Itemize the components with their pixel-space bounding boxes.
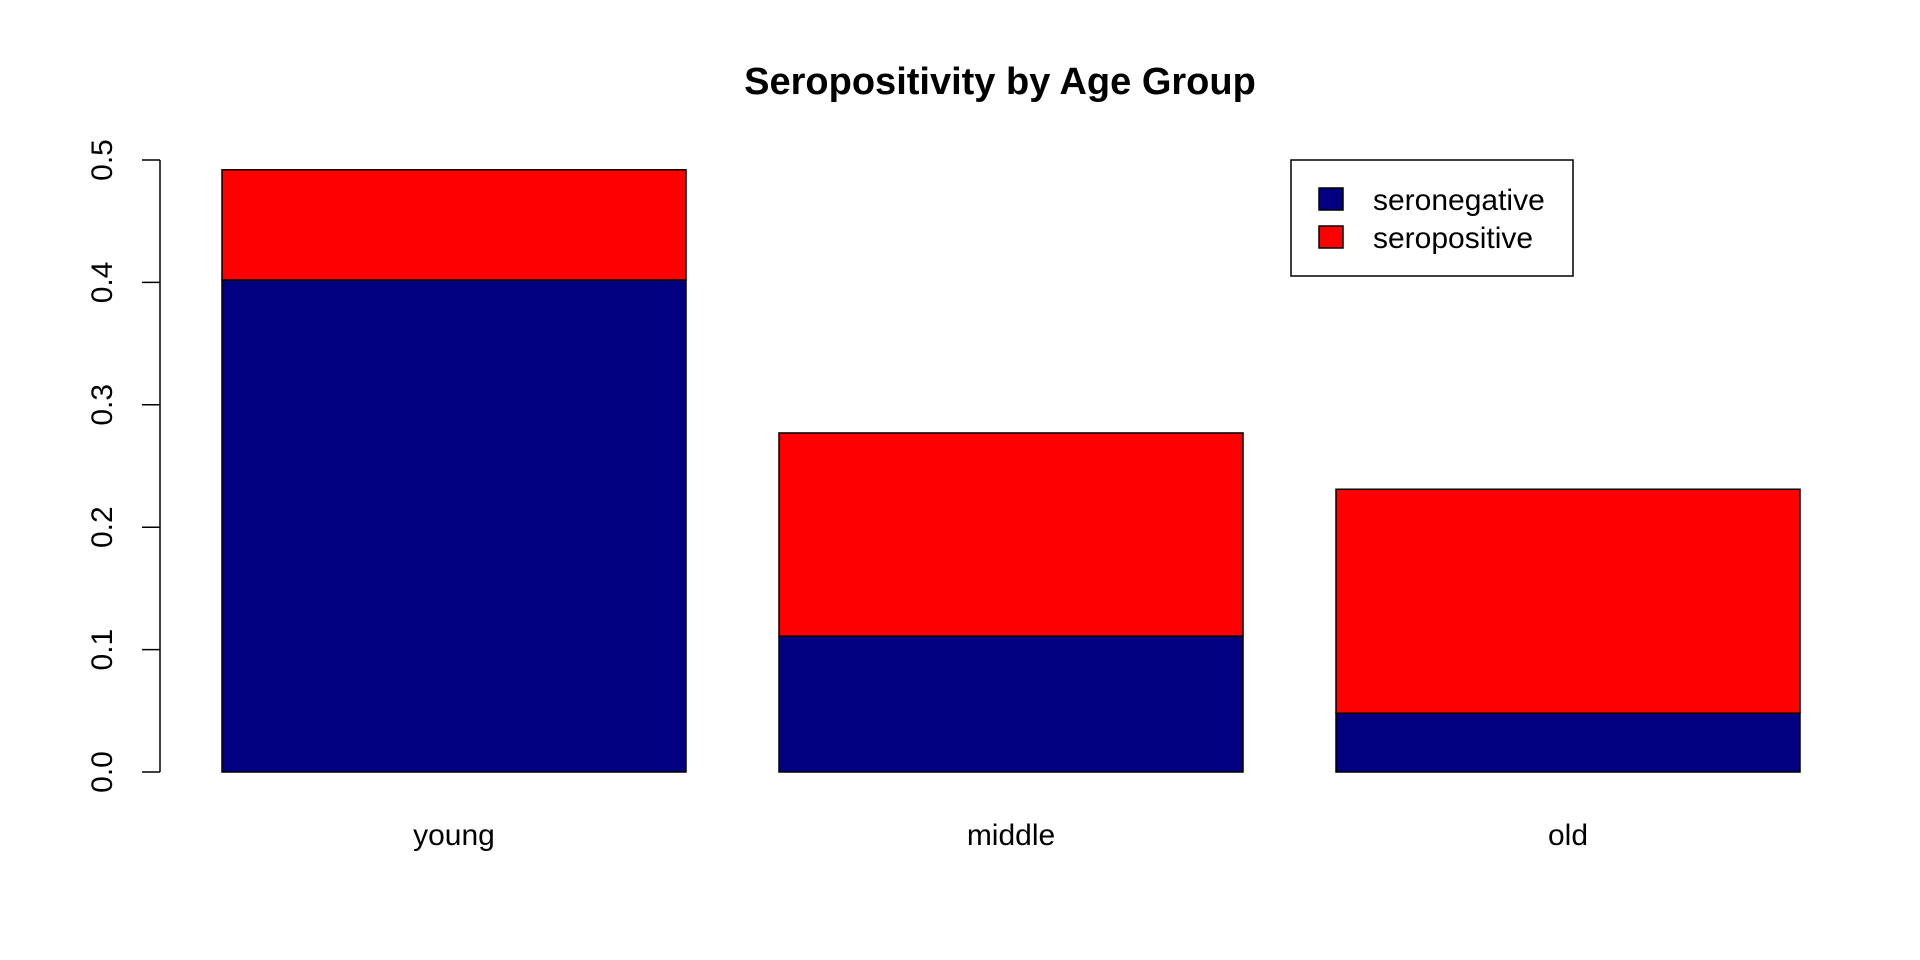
y-axis: 0.0 0.1 0.2 0.3 0.4 0.5 <box>86 139 161 793</box>
bar-segment-seronegative-old <box>1335 712 1801 773</box>
x-category-label-middle: middle <box>967 819 1055 852</box>
bar-segment-seropositive-old <box>1335 488 1801 714</box>
legend-swatch-seropositive <box>1318 225 1344 249</box>
legend-label-seropositive: seropositive <box>1373 222 1533 255</box>
y-tick-label: 0.0 <box>86 751 119 793</box>
bars-group <box>221 169 1801 773</box>
legend-label-seronegative: seronegative <box>1373 184 1545 217</box>
bar-segment-seronegative-middle <box>778 635 1244 773</box>
y-tick-label: 0.5 <box>86 139 119 181</box>
bar-segment-seropositive-middle <box>778 432 1244 637</box>
x-category-label-old: old <box>1548 819 1588 852</box>
y-tick-label: 0.1 <box>86 629 119 671</box>
y-tick-label: 0.4 <box>86 262 119 304</box>
legend: seronegative seropositive <box>1290 159 1574 277</box>
x-category-label-young: young <box>413 819 495 852</box>
x-axis-labels: young middle old <box>413 819 1588 852</box>
legend-box <box>1290 159 1574 277</box>
bar-segment-seronegative-young <box>221 279 687 773</box>
chart-title: Seropositivity by Age Group <box>744 61 1256 103</box>
legend-swatch-seronegative <box>1318 187 1344 211</box>
bar-segment-seropositive-young <box>221 169 687 281</box>
y-tick-label: 0.2 <box>86 506 119 548</box>
y-tick-label: 0.3 <box>86 384 119 426</box>
